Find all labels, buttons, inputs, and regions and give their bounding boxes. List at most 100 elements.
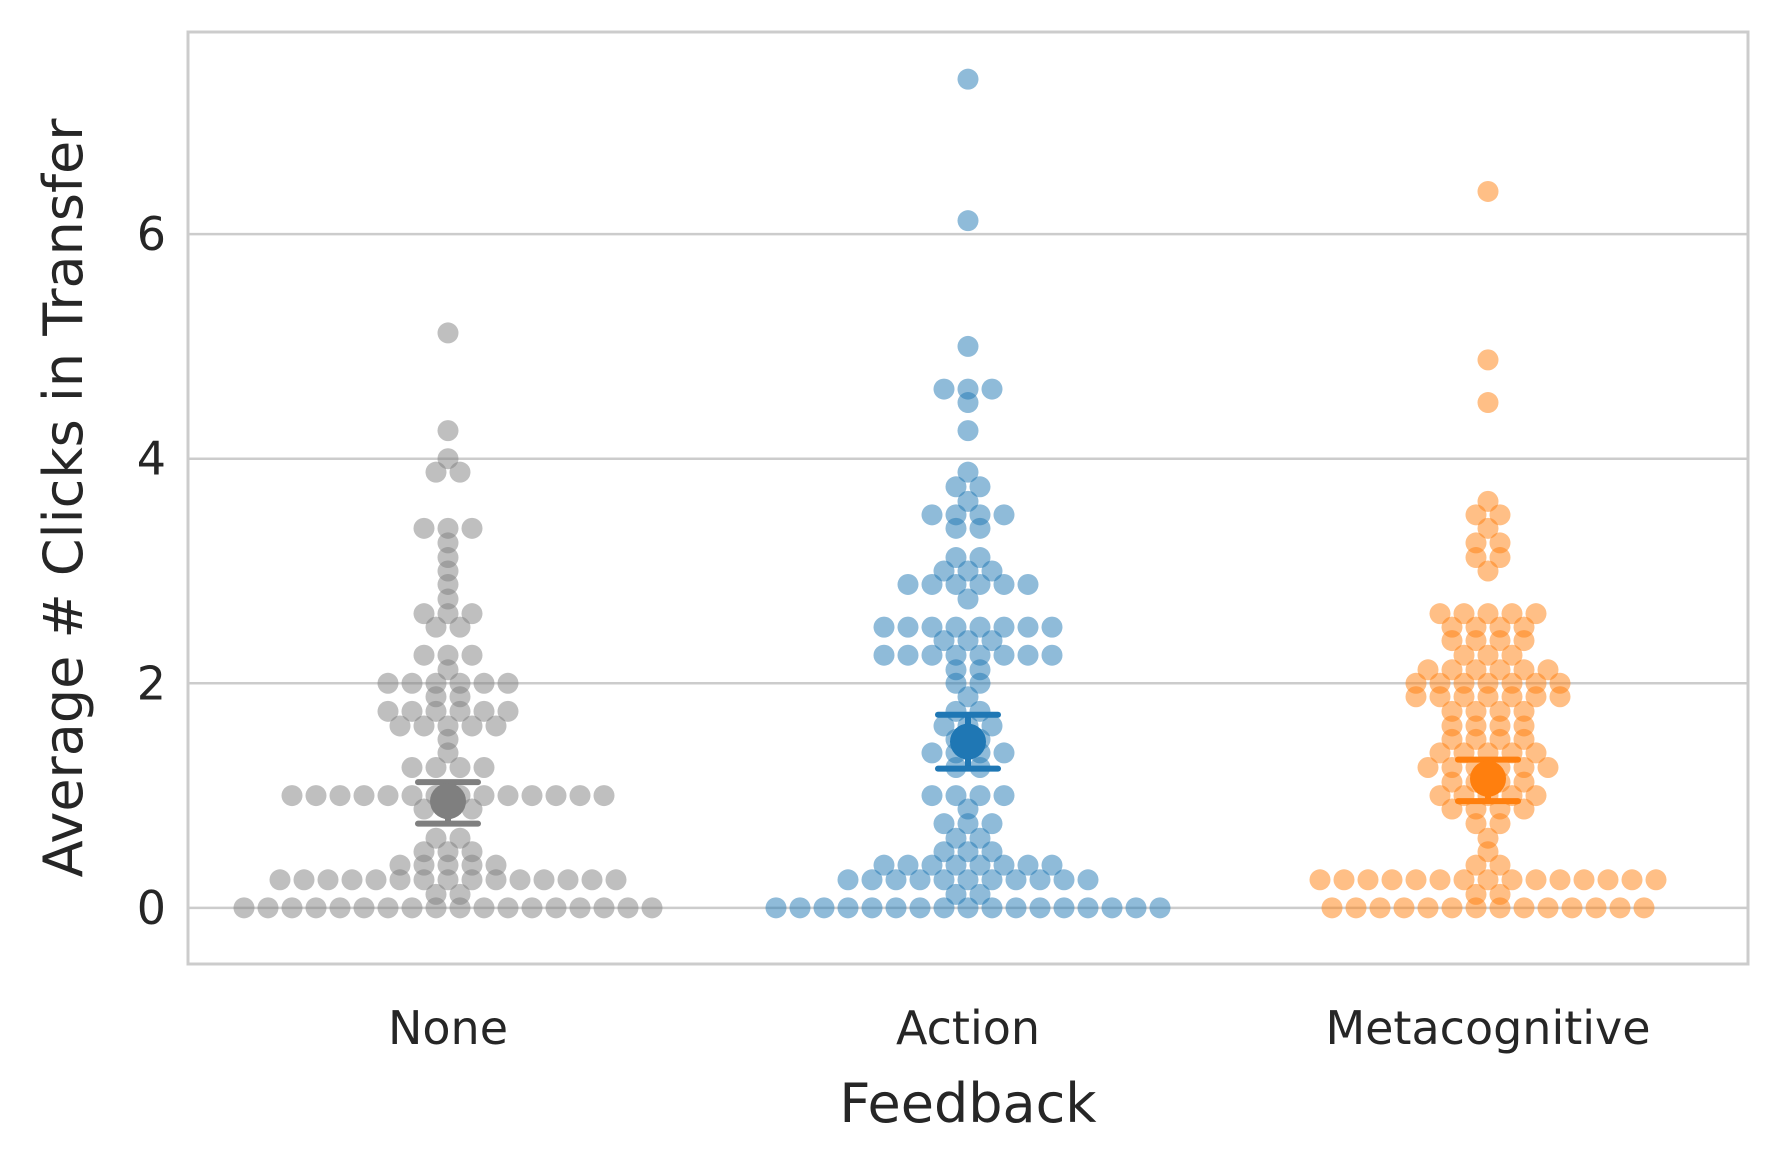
data-point (329, 897, 351, 919)
data-point (897, 573, 919, 595)
data-point (1429, 785, 1451, 807)
x-tick-label: Metacognitive (1325, 1001, 1650, 1055)
data-point (969, 476, 991, 498)
data-point (1417, 897, 1439, 919)
x-tick-label: None (388, 1001, 508, 1055)
data-point (1489, 504, 1511, 526)
data-point (1621, 869, 1643, 891)
data-point (957, 68, 979, 90)
data-point (413, 854, 435, 876)
data-point (1393, 897, 1415, 919)
data-point (449, 897, 471, 919)
data-point (1549, 869, 1571, 891)
data-point (1633, 897, 1655, 919)
data-point (473, 785, 495, 807)
data-point (389, 854, 411, 876)
data-point (1029, 869, 1051, 891)
data-point (1041, 854, 1063, 876)
data-point (1077, 897, 1099, 919)
data-point (957, 335, 979, 357)
data-point (1417, 756, 1439, 778)
data-point (873, 854, 895, 876)
data-point (1465, 630, 1487, 652)
data-point (281, 785, 303, 807)
data-point (1537, 756, 1559, 778)
data-point (921, 616, 943, 638)
data-point (957, 869, 979, 891)
data-point (1077, 869, 1099, 891)
data-point (353, 897, 375, 919)
data-point (993, 616, 1015, 638)
data-point (1405, 686, 1427, 708)
data-point (437, 644, 459, 666)
data-point (401, 897, 423, 919)
data-point (957, 588, 979, 610)
data-point (593, 897, 615, 919)
data-point (1465, 532, 1487, 554)
data-point (873, 644, 895, 666)
data-point (605, 869, 627, 891)
data-point (461, 798, 483, 820)
data-point (437, 322, 459, 344)
data-point (957, 897, 979, 919)
data-point (1125, 897, 1147, 919)
data-point (1101, 897, 1123, 919)
data-point (329, 785, 351, 807)
data-point (305, 897, 327, 919)
data-point (449, 756, 471, 778)
data-point (1525, 686, 1547, 708)
data-point (1017, 854, 1039, 876)
data-point (993, 785, 1015, 807)
data-point (969, 827, 991, 849)
data-point (957, 813, 979, 835)
data-point (521, 897, 543, 919)
data-point (437, 742, 459, 764)
data-point (1041, 616, 1063, 638)
data-point (257, 897, 279, 919)
data-point (981, 897, 1003, 919)
data-point (461, 854, 483, 876)
data-point (1477, 560, 1499, 582)
data-point (873, 616, 895, 638)
data-point (1369, 897, 1391, 919)
data-point (969, 616, 991, 638)
data-point (437, 517, 459, 539)
data-point (533, 869, 555, 891)
data-point (897, 616, 919, 638)
data-point (1513, 700, 1535, 722)
data-point (1597, 869, 1619, 891)
data-point (1537, 659, 1559, 681)
data-point (837, 897, 859, 919)
data-point (305, 785, 327, 807)
data-point (1477, 349, 1499, 371)
data-point (1489, 700, 1511, 722)
data-point (401, 785, 423, 807)
data-point (1465, 728, 1487, 750)
data-point (945, 573, 967, 595)
data-point (1489, 813, 1511, 835)
data-point (437, 448, 459, 470)
data-point (885, 869, 907, 891)
data-point (377, 672, 399, 694)
data-point (449, 461, 471, 483)
data-point (945, 616, 967, 638)
data-point (921, 854, 943, 876)
data-point (1501, 644, 1523, 666)
data-point (993, 573, 1015, 595)
data-point (473, 672, 495, 694)
mean-marker (1470, 760, 1506, 797)
data-point (969, 785, 991, 807)
data-point (993, 644, 1015, 666)
data-point (945, 785, 967, 807)
data-point (945, 827, 967, 849)
data-point (1017, 644, 1039, 666)
data-point (1357, 869, 1379, 891)
data-point (1489, 659, 1511, 681)
data-point (1017, 616, 1039, 638)
data-point (1321, 897, 1343, 919)
data-point (957, 490, 979, 512)
data-point (377, 700, 399, 722)
data-point (945, 517, 967, 539)
data-point (569, 897, 591, 919)
data-point (1489, 630, 1511, 652)
